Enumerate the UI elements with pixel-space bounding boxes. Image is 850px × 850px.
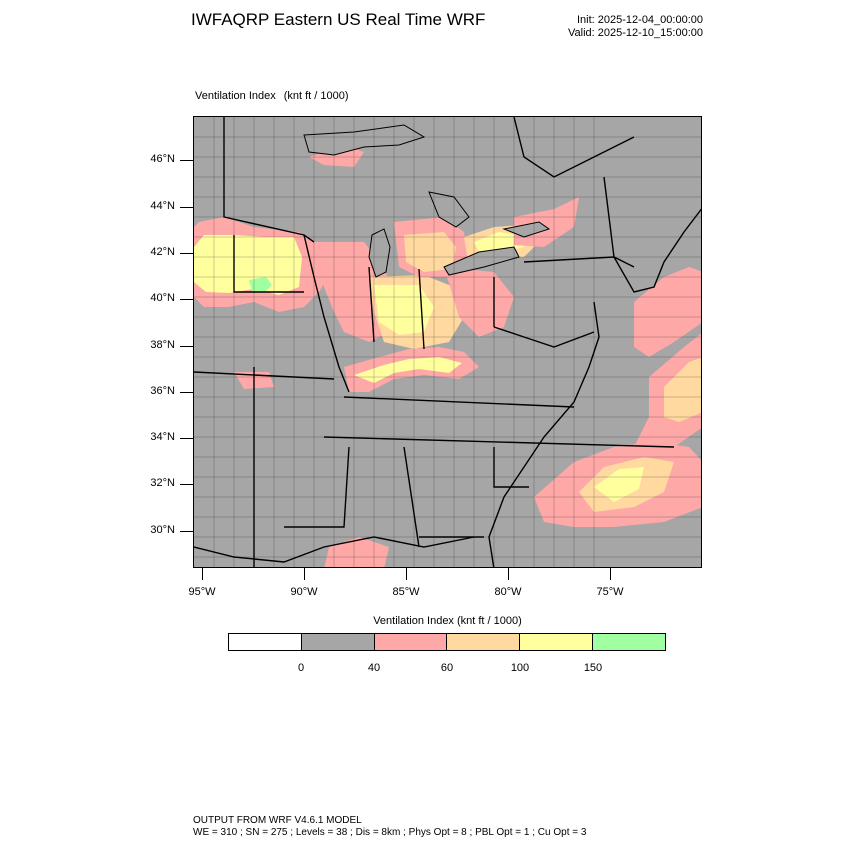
- lat-tick: [180, 160, 193, 161]
- field-patch-ohio-pink: [444, 267, 514, 337]
- lon-label-75: 75°W: [596, 586, 624, 598]
- lon-label-85: 85°W: [392, 586, 420, 598]
- legend-swatch-3: [447, 634, 521, 650]
- ventilation-map: [194, 117, 701, 567]
- lake-ontario: [502, 221, 551, 238]
- boundary-mn-ia: [223, 117, 315, 243]
- lat-tick: [180, 392, 193, 393]
- lon-tick: [508, 568, 509, 580]
- legend-tick-40: 40: [367, 662, 381, 674]
- legend-colorbar: [228, 633, 666, 651]
- lon-label-95: 95°W: [188, 586, 216, 598]
- legend-tick-60: 60: [440, 662, 454, 674]
- boundary-ms: [284, 446, 350, 528]
- field-patch-kentucky-yellow: [354, 357, 462, 383]
- init-time: Init: 2025-12-04_00:00:00: [577, 14, 703, 26]
- legend-tick-150: 150: [583, 662, 603, 674]
- lat-tick: [180, 299, 193, 300]
- boundary-tn-ky: [343, 396, 575, 408]
- lat-label-36: 36°N: [150, 385, 175, 397]
- field-shading: [194, 145, 701, 567]
- page-title: IWFAQRP Eastern US Real Time WRF: [191, 10, 486, 29]
- boundary-il-in: [368, 266, 375, 343]
- footer-line-1: OUTPUT FROM WRF V4.6.1 MODEL: [193, 815, 362, 826]
- legend-swatch-5: [593, 634, 665, 650]
- field-patch-atlantic-south-yellow: [594, 467, 644, 502]
- boundary-mo-ar: [194, 371, 335, 380]
- lat-label-44: 44°N: [150, 200, 175, 212]
- boundary-in-oh: [418, 268, 425, 350]
- county-grid: [194, 117, 701, 567]
- legend-swatch-2: [374, 634, 448, 650]
- field-patch-indiana-yellow: [374, 285, 434, 335]
- model-footer: OUTPUT FROM WRF V4.6.1 MODEL WE = 310 ; …: [193, 815, 586, 839]
- lake-huron: [428, 191, 470, 228]
- legend-tick-0: 0: [297, 662, 305, 674]
- lat-label-38: 38°N: [150, 339, 175, 351]
- legend-title: Ventilation Index (knt ft / 1000): [373, 615, 522, 627]
- field-patch-gulf: [324, 537, 389, 567]
- map-panel: [193, 116, 702, 568]
- lat-tick: [180, 484, 193, 485]
- run-info: Init: 2025-12-04_00:00:00 Valid: 2025-12…: [568, 14, 703, 40]
- field-name: Ventilation Index: [195, 90, 276, 102]
- lat-tick: [180, 438, 193, 439]
- lat-label-40: 40°N: [150, 292, 175, 304]
- field-patch-atlantic-north: [634, 267, 701, 357]
- field-patch-michigan-orange: [404, 232, 456, 272]
- legend-swatch-4: [520, 634, 594, 650]
- lon-tick: [202, 568, 203, 580]
- lon-label-90: 90°W: [290, 586, 318, 598]
- coast-northeast: [613, 208, 701, 293]
- field-patch-iowa-green: [249, 277, 272, 293]
- lon-tick: [610, 568, 611, 580]
- boundary-tn-ga: [323, 436, 675, 448]
- valid-time: Valid: 2025-12-10_15:00:00: [568, 27, 703, 39]
- lat-label-32: 32°N: [150, 477, 175, 489]
- lat-tick: [180, 253, 193, 254]
- lon-label-80: 80°W: [494, 586, 522, 598]
- field-label: Ventilation Index (knt ft / 1000): [195, 90, 349, 102]
- field-units: (knt ft / 1000): [283, 90, 349, 102]
- field-patch-atlantic-mid-orange: [664, 357, 701, 422]
- legend-swatch-1: [301, 634, 375, 650]
- field-patch-iowa-yellow: [194, 235, 302, 295]
- lon-tick: [406, 568, 407, 580]
- lat-label-46: 46°N: [150, 153, 175, 165]
- lat-label-30: 30°N: [150, 524, 175, 536]
- lon-tick: [304, 568, 305, 580]
- legend-tick-100: 100: [510, 662, 530, 674]
- lat-label-34: 34°N: [150, 431, 175, 443]
- lat-tick: [180, 346, 193, 347]
- lat-tick: [180, 531, 193, 532]
- lat-tick: [180, 207, 193, 208]
- legend-swatch-0: [229, 634, 302, 650]
- footer-line-2: WE = 310 ; SN = 275 ; Levels = 38 ; Dis …: [193, 827, 587, 838]
- lat-label-42: 42°N: [150, 246, 175, 258]
